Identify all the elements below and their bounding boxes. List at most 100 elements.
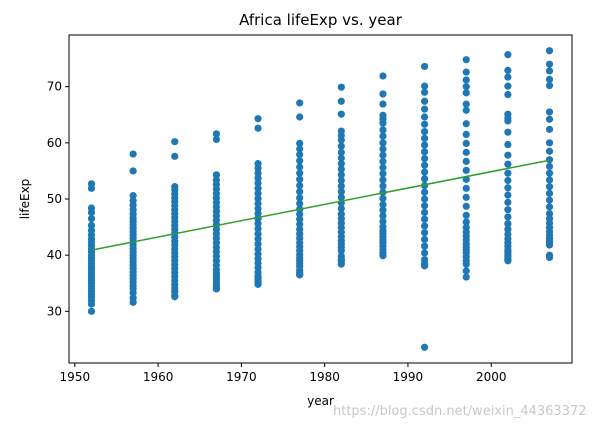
data-point	[337, 260, 345, 268]
data-point	[296, 151, 304, 159]
x-tick-label: 2000	[476, 370, 507, 384]
data-point	[254, 225, 262, 233]
data-point	[504, 160, 512, 168]
data-point	[420, 261, 429, 269]
data-point	[171, 138, 179, 146]
x-axis: 1950 1960 1970 1980 1990 2000	[60, 363, 507, 384]
data-point	[420, 62, 429, 71]
data-point	[504, 257, 512, 265]
data-point	[462, 83, 470, 91]
data-point	[254, 189, 262, 197]
data-point	[254, 240, 262, 248]
data-point	[296, 139, 304, 147]
data-point	[254, 184, 262, 192]
data-point	[462, 184, 470, 192]
data-point	[296, 157, 304, 165]
data-point	[254, 199, 262, 208]
data-point	[87, 307, 96, 315]
data-point	[254, 230, 262, 238]
data-point	[504, 51, 512, 59]
data-point	[337, 97, 345, 105]
data-point	[462, 260, 470, 268]
data-point	[420, 175, 429, 183]
plot-frame	[68, 34, 573, 364]
data-point	[420, 113, 429, 121]
data-point	[379, 212, 387, 220]
data-point	[462, 211, 470, 219]
data-point	[254, 179, 262, 187]
data-point	[462, 76, 470, 84]
y-axis: 30 40 50 60 70	[47, 80, 69, 318]
data-point	[87, 221, 96, 229]
data-point	[129, 150, 137, 158]
data-point	[504, 176, 512, 185]
data-point	[379, 126, 387, 134]
data-point	[87, 208, 96, 217]
data-point	[129, 167, 137, 175]
data-point	[504, 206, 512, 214]
data-point	[87, 300, 96, 308]
data-point	[337, 148, 345, 156]
data-point	[545, 203, 554, 211]
data-point	[545, 241, 554, 249]
data-point	[379, 182, 387, 190]
data-point	[212, 135, 221, 144]
data-point	[337, 142, 345, 150]
data-point	[337, 204, 345, 213]
data-point	[129, 298, 137, 306]
data-point	[129, 289, 137, 297]
data-point	[87, 215, 96, 223]
data-point	[420, 229, 429, 237]
data-point	[545, 47, 554, 55]
data-point	[379, 163, 387, 172]
x-tick-label: 1980	[309, 370, 340, 384]
data-point	[420, 97, 429, 105]
data-point	[420, 141, 429, 149]
data-point	[462, 56, 470, 64]
data-point	[462, 218, 470, 226]
data-point	[545, 183, 554, 191]
data-point	[462, 130, 470, 139]
data-point	[504, 128, 512, 136]
data-point	[545, 196, 554, 204]
data-point	[254, 124, 262, 132]
data-point	[379, 201, 387, 209]
data-point	[379, 217, 387, 226]
data-point	[171, 152, 179, 160]
data-point	[379, 194, 387, 203]
data-point	[296, 188, 304, 196]
data-point	[545, 147, 554, 155]
x-tick-label: 1970	[226, 370, 257, 384]
data-point	[171, 293, 179, 301]
chart-title: Africa lifeExp vs. year	[239, 11, 403, 29]
data-point	[420, 128, 429, 136]
data-point	[504, 184, 512, 192]
data-point	[379, 100, 387, 108]
data-point	[462, 267, 470, 275]
data-point	[420, 134, 429, 142]
data-point	[462, 139, 470, 147]
data-point	[462, 120, 470, 128]
data-point	[379, 176, 387, 184]
data-point	[254, 210, 262, 218]
data-point	[545, 176, 554, 184]
x-tick-label: 1950	[60, 370, 91, 384]
data-point	[379, 72, 387, 80]
data-point	[254, 194, 262, 203]
data-point	[545, 75, 554, 83]
data-point	[337, 83, 345, 91]
data-point	[254, 164, 262, 172]
data-point	[545, 189, 554, 197]
data-point	[504, 90, 512, 99]
data-point	[504, 169, 512, 177]
data-point	[296, 210, 304, 218]
data-point	[504, 213, 512, 221]
data-point	[545, 60, 554, 68]
data-point	[379, 145, 387, 153]
data-point	[296, 163, 304, 171]
data-point	[462, 157, 470, 165]
data-point	[296, 99, 304, 107]
data-point	[296, 181, 304, 190]
data-point	[337, 110, 345, 118]
data-point	[420, 154, 429, 163]
